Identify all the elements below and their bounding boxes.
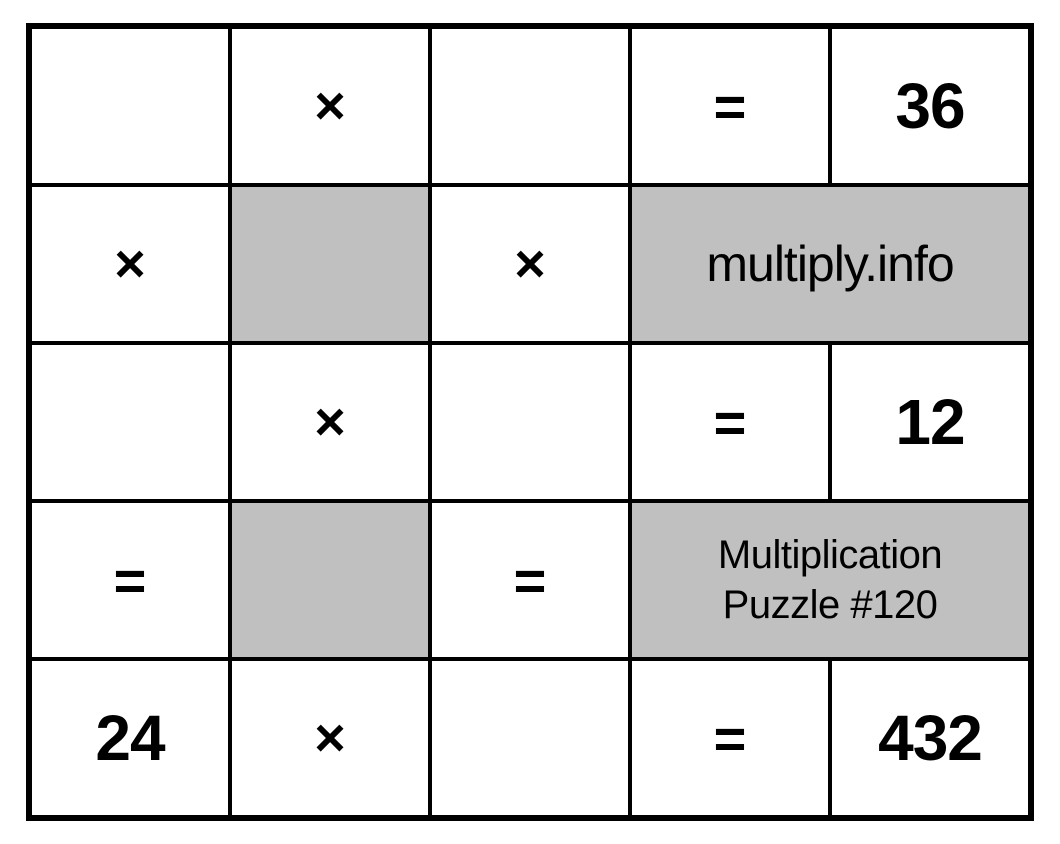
cell-r3c5-result: 12 [830, 343, 1030, 501]
cell-r4-title: Multiplication Puzzle #120 [630, 501, 1030, 659]
times-symbol: × [314, 391, 346, 453]
times-symbol: × [314, 75, 346, 137]
equals-symbol: = [514, 548, 547, 613]
cell-r3c2-times: × [230, 343, 430, 501]
cell-r1c3-blank [430, 27, 630, 185]
cell-r2c2-shaded [230, 185, 430, 343]
cell-r1c4-equals: = [630, 27, 830, 185]
cell-r5c5-result: 432 [830, 659, 1030, 817]
cell-r3c3-blank [430, 343, 630, 501]
cell-r1c5-result: 36 [830, 27, 1030, 185]
brand-text: multiply.info [706, 235, 953, 293]
cell-r4c3-equals: = [430, 501, 630, 659]
cell-r2-brand: multiply.info [630, 185, 1030, 343]
title-line2: Puzzle #120 [723, 583, 938, 627]
times-symbol: × [114, 233, 146, 295]
equals-symbol: = [714, 706, 747, 771]
cell-value: 12 [895, 385, 964, 459]
cell-r2c3-times: × [430, 185, 630, 343]
multiplication-puzzle-grid: × = 36 × × multiply.info × = 12 = [26, 23, 1034, 821]
times-symbol: × [314, 707, 346, 769]
cell-r5c1-result: 24 [30, 659, 230, 817]
cell-value: 36 [895, 69, 964, 143]
cell-r5c2-times: × [230, 659, 430, 817]
cell-r4c1-equals: = [30, 501, 230, 659]
puzzle-title: Multiplication Puzzle #120 [718, 530, 942, 630]
cell-value: 24 [95, 701, 164, 775]
equals-symbol: = [714, 74, 747, 139]
cell-r5c4-equals: = [630, 659, 830, 817]
cell-r3c4-equals: = [630, 343, 830, 501]
cell-r1c1-blank [30, 27, 230, 185]
cell-r4c2-shaded [230, 501, 430, 659]
cell-r1c2-times: × [230, 27, 430, 185]
times-symbol: × [514, 233, 546, 295]
cell-r3c1-blank [30, 343, 230, 501]
title-line1: Multiplication [718, 533, 942, 577]
cell-value: 432 [878, 701, 982, 775]
cell-r2c1-times: × [30, 185, 230, 343]
equals-symbol: = [114, 548, 147, 613]
cell-r5c3-blank [430, 659, 630, 817]
equals-symbol: = [714, 390, 747, 455]
